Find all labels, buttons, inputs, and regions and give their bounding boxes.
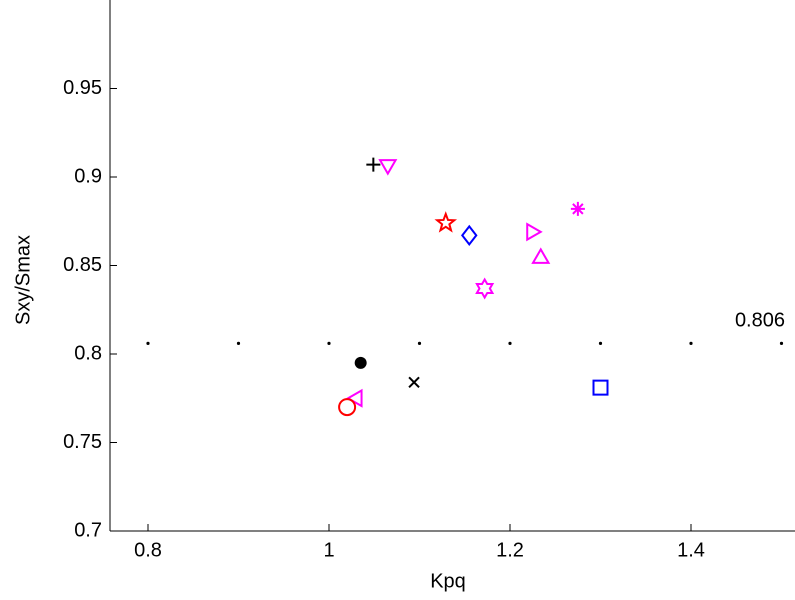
reference-dot [598, 341, 603, 345]
y-tick-label: 0.85 [63, 254, 102, 276]
point [570, 201, 585, 216]
point [378, 159, 398, 176]
reference-dot [236, 341, 241, 345]
reference-dot [146, 341, 150, 345]
x-tick-label: 1.4 [677, 539, 705, 561]
x-tick-label: 1.2 [496, 539, 524, 561]
reference-label: 0.806 [735, 310, 785, 332]
y-axis-label: Sxy/Smax [12, 235, 34, 325]
y-tick-label: 0.95 [63, 77, 102, 99]
point [366, 157, 381, 172]
reference-dot [779, 341, 784, 345]
point [475, 277, 495, 300]
point [592, 379, 609, 396]
reference-dot [689, 341, 693, 345]
point [531, 247, 551, 264]
x-axis-label: Kpq [430, 570, 466, 592]
point [461, 224, 478, 247]
y-tick-label: 0.7 [74, 519, 102, 541]
x-tick-label: 0.8 [134, 539, 162, 561]
point [526, 222, 543, 242]
point [346, 388, 363, 408]
reference-dot [508, 341, 512, 345]
y-tick-label: 0.9 [74, 165, 102, 187]
point [434, 211, 458, 233]
point [354, 356, 367, 369]
point [338, 398, 357, 417]
reference-dot [417, 341, 422, 345]
y-tick-label: 0.75 [63, 431, 102, 453]
x-tick-label: 1 [323, 539, 334, 561]
y-tick-label: 0.8 [74, 342, 102, 364]
point [408, 376, 420, 389]
reference-dot [327, 341, 331, 345]
